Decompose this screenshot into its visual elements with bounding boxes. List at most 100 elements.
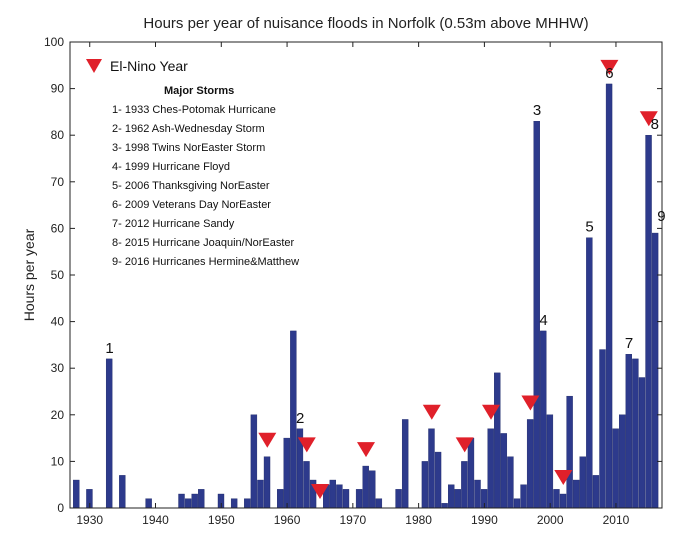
bar [553, 489, 560, 509]
y-tick-label: 40 [51, 315, 65, 329]
bar [119, 475, 126, 509]
bar [474, 479, 481, 509]
major-storms-heading: Major Storms [164, 85, 234, 97]
legend-storm-item: 8- 2015 Hurricane Joaquin/NorEaster [112, 237, 295, 249]
storm-label-6: 6 [605, 65, 613, 82]
bar [579, 456, 586, 509]
bar [619, 414, 626, 509]
bar [329, 479, 337, 509]
bar [73, 479, 80, 509]
bar [461, 461, 468, 509]
bar [605, 83, 613, 509]
plot-area [70, 42, 662, 508]
legend-storm-item: 1- 1933 Ches-Potomak Hurricane [112, 104, 276, 116]
el-nino-marker [600, 59, 619, 75]
bar [645, 134, 652, 509]
y-tick-label: 20 [51, 408, 65, 422]
bar [500, 433, 508, 509]
legend-storm-item: 9- 2016 Hurricanes Hermine&Matthew [112, 256, 299, 268]
bar [494, 372, 501, 509]
storm-label-2: 2 [296, 410, 304, 427]
bar [355, 489, 363, 509]
bar [487, 428, 494, 509]
y-tick-label: 100 [44, 35, 64, 49]
y-tick-label: 0 [57, 501, 64, 515]
bar [467, 437, 475, 509]
y-tick-label: 60 [51, 221, 65, 235]
bar [198, 489, 205, 509]
legend-storm-item: 2- 1962 Ash-Wednesday Storm [112, 123, 265, 135]
bar [651, 232, 659, 509]
legend-storms: 1- 1933 Ches-Potomak Hurricane 2- 1962 As… [112, 104, 299, 268]
x-tick-label: 1940 [142, 513, 169, 527]
y-axis-title: Hours per year [21, 228, 37, 321]
x-tick-label: 1990 [471, 513, 498, 527]
bar [184, 498, 192, 509]
bar [434, 451, 442, 509]
y-tick-label: 80 [51, 128, 65, 142]
legend-storm-item: 7- 2012 Hurricane Sandy [112, 218, 235, 230]
el-nino-marker [521, 395, 540, 411]
x-tick-label: 1950 [208, 513, 235, 527]
bar [105, 358, 113, 509]
storm-label-1: 1 [105, 340, 113, 357]
el-nino-marker [297, 437, 316, 453]
el-nino-marker [482, 404, 500, 420]
el-nino-marker [455, 437, 474, 453]
elnino-legend-marker [86, 59, 102, 73]
bar [513, 498, 521, 509]
bar [263, 456, 271, 509]
bar [566, 395, 573, 509]
bar [441, 503, 448, 509]
storm-label-7: 7 [625, 335, 633, 352]
bar [277, 489, 284, 509]
bar [303, 461, 310, 509]
storm-label-3: 3 [533, 102, 541, 119]
bar [592, 475, 600, 509]
bar [342, 489, 350, 509]
bar [454, 489, 461, 509]
bar [632, 358, 639, 509]
legend: El-Nino Year Major Storms 1- 1933 Ches-P… [86, 58, 299, 268]
bar [230, 498, 238, 509]
bar [401, 419, 409, 509]
y-tick-label: 10 [51, 454, 65, 468]
x-tick-label: 1930 [76, 513, 103, 527]
elnino-legend-label: El-Nino Year [110, 58, 188, 74]
y-tick-label: 30 [51, 361, 65, 375]
bar [375, 498, 383, 509]
bar [573, 479, 580, 509]
bar [507, 456, 514, 509]
chart-title: Hours per year of nuisance floods in Nor… [143, 15, 588, 32]
storm-label-9: 9 [657, 208, 665, 225]
el-nino-marker [258, 432, 277, 448]
bar [428, 428, 435, 509]
x-tick-label: 1980 [405, 513, 432, 527]
bar [625, 354, 633, 509]
x-tick-label: 2010 [603, 513, 630, 527]
bar [540, 330, 547, 509]
label-layer: 1 2 3 4 5 6 7 8 9 [105, 65, 665, 427]
bar [546, 414, 554, 509]
storm-label-8: 8 [651, 116, 659, 133]
el-nino-marker [311, 484, 329, 499]
bar [336, 484, 343, 509]
bar [526, 419, 534, 509]
storm-label-5: 5 [585, 219, 593, 236]
bar [178, 493, 185, 509]
el-nino-marker [422, 404, 441, 420]
legend-storm-item: 5- 2006 Thanksgiving NorEaster [112, 180, 270, 192]
bar [250, 414, 258, 509]
bar [395, 489, 402, 509]
x-tick-label: 2000 [537, 513, 564, 527]
el-nino-marker [639, 111, 658, 127]
x-tick-label: 1970 [339, 513, 366, 527]
bar [586, 237, 593, 509]
bar [638, 377, 646, 509]
bar [244, 498, 251, 509]
legend-storm-item: 6- 2009 Veterans Day NorEaster [112, 199, 271, 211]
bar [448, 484, 455, 509]
el-nino-marker [554, 470, 573, 485]
